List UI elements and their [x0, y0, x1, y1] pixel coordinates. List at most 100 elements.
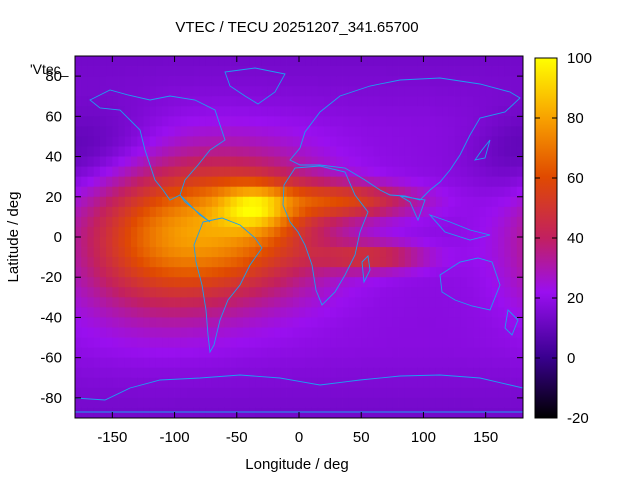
- heatmap-cell: [379, 136, 387, 147]
- heatmap-cell: [485, 327, 493, 338]
- heatmap-cell: [249, 307, 256, 318]
- heatmap-cell: [392, 337, 399, 349]
- heatmap-cell: [131, 166, 138, 178]
- heatmap-cell: [379, 297, 387, 308]
- heatmap-cell: [255, 126, 263, 137]
- heatmap-cell: [255, 176, 263, 188]
- heatmap-cell: [367, 267, 375, 278]
- heatmap-cell: [292, 277, 300, 288]
- heatmap-cell: [292, 387, 300, 399]
- heatmap-cell: [404, 116, 412, 127]
- heatmap-cell: [149, 347, 157, 359]
- heatmap-cell: [330, 136, 337, 147]
- heatmap-cell: [81, 136, 88, 147]
- heatmap-cell: [255, 56, 263, 67]
- heatmap-cell: [498, 186, 505, 198]
- heatmap-cell: [236, 66, 244, 77]
- heatmap-cell: [149, 136, 157, 147]
- heatmap-cell: [504, 176, 511, 188]
- heatmap-cell: [305, 287, 312, 298]
- heatmap-cell: [516, 347, 524, 359]
- heatmap-cell: [106, 327, 113, 338]
- heatmap-cell: [342, 277, 350, 288]
- heatmap-cell: [143, 307, 151, 318]
- heatmap-cell: [236, 186, 244, 198]
- heatmap-cell: [429, 106, 437, 117]
- heatmap-cell: [460, 146, 468, 157]
- heatmap-cell: [124, 297, 132, 308]
- heatmap-cell: [205, 176, 213, 188]
- heatmap-cell: [274, 226, 281, 238]
- heatmap-cell: [323, 337, 331, 349]
- heatmap-cell: [348, 186, 356, 198]
- heatmap-cell: [261, 76, 269, 87]
- heatmap-cell: [448, 277, 455, 288]
- heatmap-cell: [442, 367, 449, 379]
- heatmap-cell: [149, 106, 157, 117]
- heatmap-cell: [504, 216, 511, 228]
- heatmap-cell: [423, 56, 431, 67]
- heatmap-cell: [261, 297, 269, 308]
- heatmap-cell: [442, 66, 449, 77]
- heatmap-cell: [498, 196, 505, 208]
- heatmap-cell: [249, 407, 256, 419]
- heatmap-cell: [429, 267, 437, 278]
- heatmap-cell: [342, 116, 350, 127]
- heatmap-cell: [348, 176, 356, 188]
- heatmap-cell: [187, 176, 194, 188]
- heatmap-cell: [305, 337, 312, 349]
- heatmap-cell: [323, 397, 331, 409]
- heatmap-cell: [224, 397, 231, 409]
- heatmap-cell: [479, 327, 487, 338]
- heatmap-cell: [81, 206, 88, 218]
- heatmap-cell: [87, 156, 95, 168]
- heatmap-cell: [299, 317, 306, 328]
- heatmap-cell: [386, 407, 393, 419]
- heatmap-cell: [99, 357, 107, 369]
- heatmap-cell: [392, 226, 399, 238]
- heatmap-cell: [485, 237, 493, 248]
- heatmap-cell: [510, 96, 518, 107]
- heatmap-cell: [448, 186, 455, 198]
- heatmap-cell: [243, 146, 250, 157]
- heatmap-cell: [75, 146, 82, 157]
- heatmap-cell: [174, 86, 182, 97]
- heatmap-cell: [429, 66, 437, 77]
- heatmap-cell: [442, 337, 449, 349]
- heatmap-cell: [236, 297, 244, 308]
- heatmap-cell: [491, 206, 499, 218]
- heatmap-cell: [106, 146, 113, 157]
- heatmap-cell: [504, 146, 511, 157]
- heatmap-cell: [180, 387, 188, 399]
- heatmap-cell: [423, 116, 431, 127]
- heatmap-cell: [230, 337, 238, 349]
- heatmap-cell: [398, 156, 406, 168]
- heatmap-cell: [311, 116, 319, 127]
- heatmap-cell: [442, 247, 449, 258]
- x-axis-ticks: -150 -100 -50 0 50 100 150: [97, 56, 498, 446]
- heatmap-cell: [143, 387, 151, 399]
- heatmap-cell: [367, 367, 375, 379]
- heatmap-cell: [510, 367, 518, 379]
- heatmap-cell: [149, 166, 157, 178]
- heatmap-cell: [510, 277, 518, 288]
- heatmap-cell: [442, 106, 449, 117]
- heatmap-cell: [93, 186, 101, 198]
- heatmap-cell: [162, 327, 169, 338]
- heatmap-cell: [386, 116, 393, 127]
- heatmap-cell: [292, 407, 300, 419]
- heatmap-cell: [386, 216, 393, 228]
- heatmap-cell: [137, 96, 144, 107]
- heatmap-cell: [404, 337, 412, 349]
- heatmap-cell: [510, 126, 518, 137]
- heatmap-cell: [442, 156, 449, 168]
- heatmap-cell: [162, 407, 169, 419]
- heatmap-cell: [137, 56, 144, 67]
- heatmap-cell: [435, 287, 443, 298]
- heatmap-cell: [367, 277, 375, 288]
- heatmap-cell: [448, 96, 455, 107]
- heatmap-cell: [398, 196, 406, 208]
- heatmap-cell: [292, 196, 300, 208]
- heatmap-cell: [411, 56, 418, 67]
- heatmap-cell: [230, 126, 238, 137]
